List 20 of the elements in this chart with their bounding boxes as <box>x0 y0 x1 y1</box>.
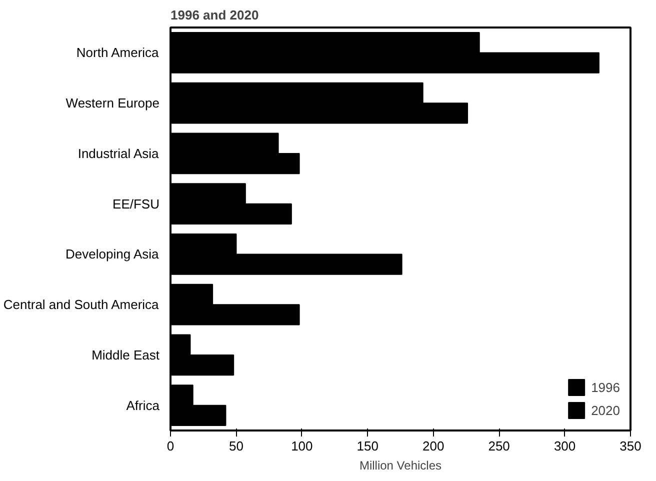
y-tick-label: Developing Asia <box>66 246 160 262</box>
y-tick-label: Industrial Asia <box>78 146 160 161</box>
x-tick-label: 100 <box>291 438 313 454</box>
x-tick-label: 50 <box>228 438 244 454</box>
x-tick-label: 200 <box>422 438 444 454</box>
x-tick-label: 150 <box>356 438 378 454</box>
x-axis-title: Million Vehicles <box>359 458 442 472</box>
x-tick-label: 0 <box>166 438 174 454</box>
x-tick-label: 300 <box>554 438 576 454</box>
legend-label: 2020 <box>591 402 620 418</box>
y-tick-label: Africa <box>126 398 160 413</box>
x-tick-label: 250 <box>488 438 510 454</box>
y-tick-label: Central and South America <box>3 297 160 312</box>
y-tick-label: Western Europe <box>66 96 160 111</box>
chart-title: 1996 and 2020 <box>170 8 259 22</box>
legend-label: 1996 <box>591 380 620 394</box>
x-tick-label: 350 <box>620 438 642 454</box>
y-tick-label: Middle East <box>92 347 160 362</box>
y-tick-label: EE/FSU <box>112 196 160 212</box>
y-tick-label: North America <box>76 45 160 60</box>
